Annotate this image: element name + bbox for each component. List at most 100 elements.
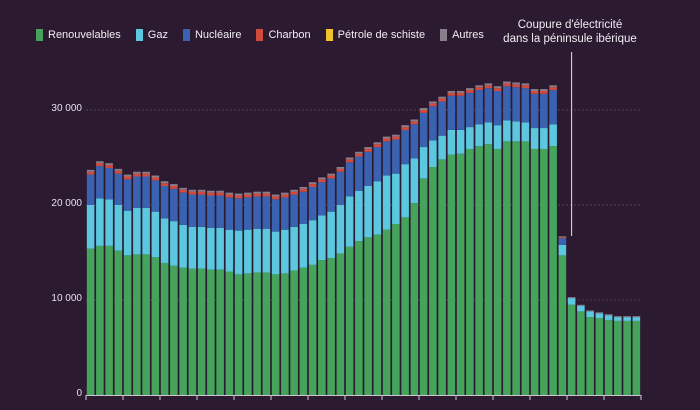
- bar-segment-gaz: [123, 210, 132, 256]
- bar-segment-renouvelables: [281, 273, 289, 395]
- bar-segment-autres: [484, 83, 493, 86]
- bar-segment-gaz: [179, 224, 187, 268]
- bar-segment-nucl-aire: [530, 93, 539, 129]
- bar-segment-nucl-aire: [364, 151, 372, 186]
- bar-segment-gaz: [456, 129, 465, 154]
- bar-segment-gaz: [410, 158, 419, 204]
- bar-segment-nucl-aire: [271, 199, 280, 232]
- bar-segment-autres: [632, 316, 641, 318]
- legend-label-renouvelables: Renouvelables: [48, 29, 121, 41]
- bar-segment-renouvelables: [336, 253, 345, 395]
- bar-segment-renouvelables: [632, 320, 641, 395]
- bar-segment-nucl-aire: [151, 180, 160, 212]
- bar-segment-nucl-aire: [318, 182, 326, 216]
- bar-segment-gaz: [345, 196, 354, 247]
- bar-segment-gaz: [512, 121, 520, 142]
- bar-segment-charbon: [290, 191, 298, 195]
- bar-segment-gaz: [207, 227, 215, 270]
- bar-segment-autres: [253, 191, 261, 194]
- bar-segment-renouvelables: [503, 141, 511, 395]
- bar-segment-renouvelables: [614, 320, 622, 395]
- bar-segment-gaz: [225, 229, 234, 272]
- y-tick-label: 10 000: [51, 293, 82, 304]
- bar-segment-charbon: [530, 91, 539, 94]
- legend-item-gaz: Gaz: [135, 29, 168, 41]
- legend-swatch-nucleaire: [182, 29, 190, 41]
- bar-segment-renouvelables: [586, 317, 594, 395]
- legend-item-renouvelables: Renouvelables: [36, 29, 121, 41]
- bar-segment-autres: [299, 186, 308, 189]
- bar-segment-renouvelables: [410, 203, 419, 395]
- bar-segment-autres: [225, 192, 234, 195]
- bar-segment-charbon: [197, 191, 206, 195]
- bar-segment-nucl-aire: [401, 129, 409, 165]
- bar-segment-renouvelables: [512, 141, 520, 395]
- bar-segment-gaz: [234, 230, 243, 275]
- bar-segment-nucl-aire: [96, 166, 104, 199]
- bar-segment-autres: [503, 81, 511, 84]
- bar-segment-gaz: [133, 207, 141, 255]
- bar-segment-gaz: [604, 315, 613, 320]
- bar-segment-autres: [438, 96, 446, 99]
- bar-segment-charbon: [521, 85, 530, 89]
- bar-segment-renouvelables: [96, 245, 104, 395]
- bar-segment-autres: [456, 91, 465, 93]
- bar-segment-renouvelables: [577, 311, 585, 395]
- bar-segment-charbon: [244, 194, 252, 198]
- bar-segment-nucl-aire: [290, 194, 298, 227]
- legend-label-autres: Autres: [452, 29, 484, 41]
- bar-segment-charbon: [105, 165, 113, 168]
- bar-segment-renouvelables: [456, 153, 465, 395]
- bar-segment-renouvelables: [447, 154, 456, 395]
- bar-segment-charbon: [308, 184, 317, 187]
- bar-segment-nucl-aire: [336, 171, 345, 205]
- bar-segment-renouvelables: [253, 272, 261, 395]
- bar-segment-autres: [382, 136, 391, 139]
- bar-segment-renouvelables: [549, 146, 557, 395]
- bar-segment-gaz: [484, 122, 493, 145]
- bar-segment-autres: [521, 83, 530, 86]
- bar-segment-charbon: [503, 83, 511, 87]
- bar-segment-gaz: [447, 129, 456, 155]
- y-tick-label: 20 000: [51, 198, 82, 209]
- bar-segment-renouvelables: [327, 258, 335, 395]
- bar-segment-autres: [429, 101, 437, 104]
- bar-segment-nucl-aire: [123, 179, 132, 211]
- bar-segment-charbon: [345, 159, 354, 163]
- bar-segment-gaz: [493, 125, 502, 149]
- bar-segment-charbon: [429, 103, 437, 107]
- bar-segment-autres: [327, 173, 335, 176]
- bar-segment-autres: [123, 174, 132, 177]
- bar-segment-charbon: [188, 191, 197, 195]
- bar-segment-renouvelables: [521, 141, 530, 395]
- bar-segment-autres: [530, 89, 539, 91]
- bar-segment-charbon: [262, 193, 271, 197]
- bar-segment-gaz: [281, 229, 289, 274]
- bar-segment-charbon: [318, 179, 326, 183]
- bar-segment-gaz: [262, 228, 271, 273]
- bar-segment-gaz: [86, 205, 95, 249]
- bar-segment-nucl-aire: [244, 197, 252, 230]
- bar-segment-autres: [271, 194, 280, 197]
- bar-segment-renouvelables: [151, 257, 160, 395]
- bar-segment-gaz: [521, 122, 530, 142]
- bar-segment-charbon: [225, 194, 234, 198]
- bar-segment-autres: [493, 86, 502, 89]
- bar-segment-charbon: [271, 196, 280, 200]
- bar-segment-gaz: [216, 227, 224, 270]
- bar-segment-nucl-aire: [419, 112, 428, 148]
- bar-segment-gaz: [382, 175, 391, 230]
- bar-segment-autres: [216, 190, 224, 193]
- bar-segment-renouvelables: [197, 268, 206, 395]
- bar-segment-renouvelables: [290, 270, 298, 395]
- bar-segment-charbon: [512, 84, 520, 88]
- bar-segment-gaz: [577, 305, 585, 312]
- bar-segment-autres: [614, 316, 622, 318]
- bar-segment-charbon: [179, 189, 187, 193]
- bar-segment-renouvelables: [623, 320, 631, 395]
- annotation-line-1: Coupure d'électricité: [517, 19, 623, 31]
- bar-segment-gaz: [549, 124, 557, 147]
- bar-segment-renouvelables: [419, 178, 428, 395]
- bar-segment-gaz: [438, 135, 446, 160]
